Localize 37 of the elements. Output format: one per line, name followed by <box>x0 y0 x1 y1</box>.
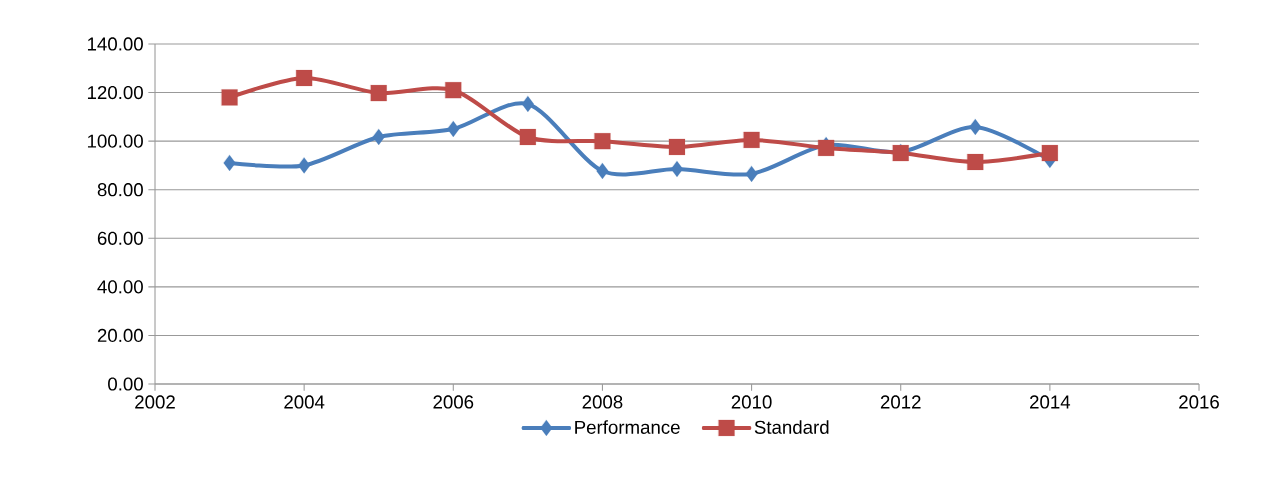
x-tick-label: 2014 <box>1030 395 1071 409</box>
y-tick-label: 120.00 <box>87 85 143 100</box>
point <box>223 154 236 172</box>
x-tick-label: 2016 <box>1179 395 1219 409</box>
point <box>521 95 534 113</box>
point <box>221 89 238 106</box>
point <box>743 131 760 148</box>
point <box>519 128 536 146</box>
point <box>594 133 611 150</box>
point <box>298 157 311 174</box>
y-tick-label: 100.00 <box>87 134 143 148</box>
x-tick-label: 2004 <box>284 395 325 409</box>
y-tick-label: 140.00 <box>87 37 143 51</box>
point <box>670 160 684 178</box>
x-tick-label: 2010 <box>731 395 772 409</box>
y-tick-label: 60.00 <box>97 231 143 245</box>
point <box>445 82 462 99</box>
point <box>668 138 686 156</box>
legend-label: Standard <box>754 420 829 434</box>
point <box>370 84 387 102</box>
point <box>372 128 385 146</box>
point <box>596 162 609 180</box>
x-tick-label: 2012 <box>880 395 921 409</box>
x-tick-label: 2006 <box>433 395 474 409</box>
x-tick-label: 2008 <box>582 395 623 409</box>
point <box>447 120 460 138</box>
legend-label: Performance <box>575 420 680 434</box>
x-tick-label: 2002 <box>135 395 175 409</box>
point <box>745 165 758 182</box>
point <box>967 153 984 171</box>
y-tick-label: 20.00 <box>97 328 143 343</box>
point <box>1041 144 1058 162</box>
point <box>296 69 313 87</box>
y-tick-label: 80.00 <box>97 183 143 197</box>
point <box>969 118 982 136</box>
y-tick-label: 0.00 <box>108 377 143 391</box>
y-tick-label: 40.00 <box>97 280 143 294</box>
